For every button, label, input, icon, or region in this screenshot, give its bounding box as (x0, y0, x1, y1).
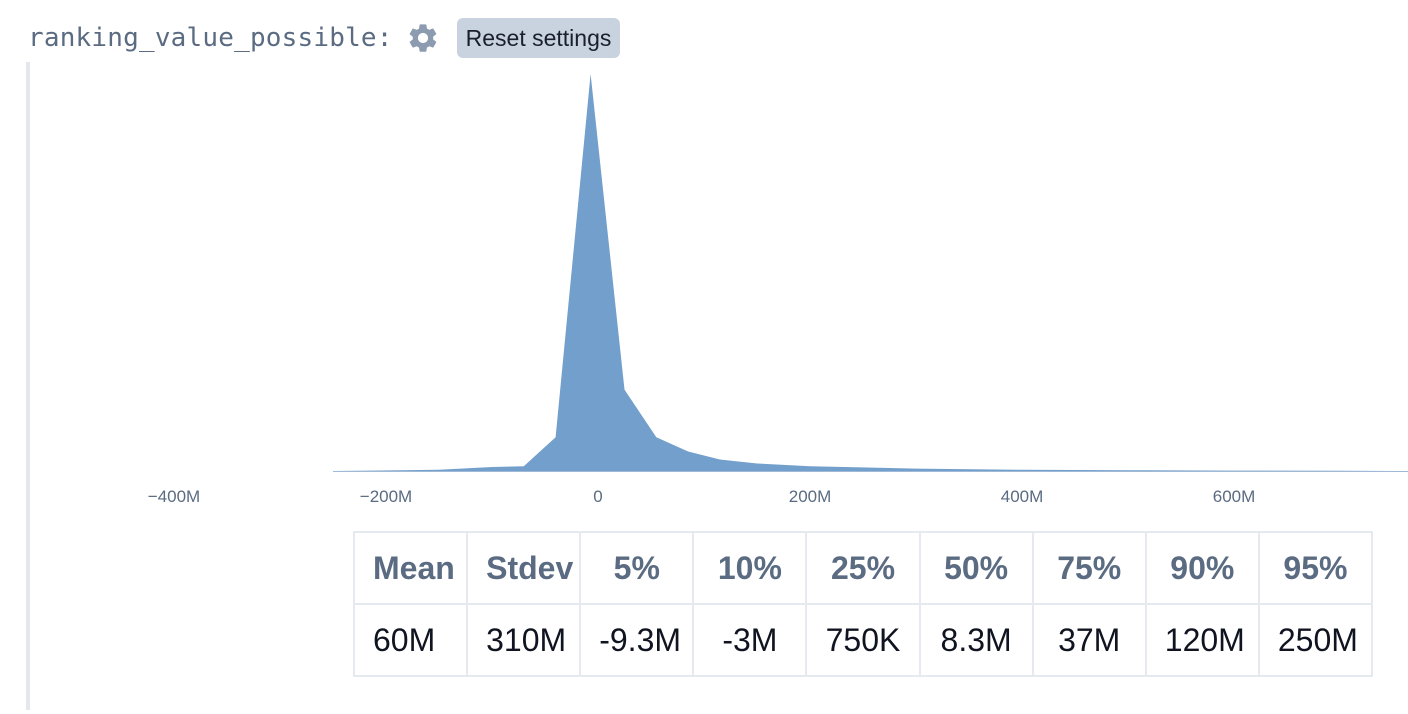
stats-header-p90: 90% (1144, 531, 1260, 605)
stats-value-p5: -9.3M (579, 603, 695, 677)
stats-header-p75: 75% (1031, 531, 1147, 605)
stats-header-mean: Mean (352, 531, 469, 605)
x-tick-label: 600M (1213, 487, 1256, 506)
stats-header-p95: 95% (1257, 531, 1374, 605)
x-axis-ticks: −400M −200M 0 200M 400M 600M (148, 487, 1255, 506)
x-tick-label: −400M (148, 487, 200, 506)
stats-value-p90: 120M (1144, 603, 1260, 677)
stats-value-p10: -3M (692, 603, 808, 677)
stats-value-stdev: 310M (466, 603, 582, 677)
stats-header-p50: 50% (918, 531, 1034, 605)
stats-value-p25: 750K (805, 603, 921, 677)
stats-header-row: Mean Stdev 5% 10% 25% 50% 75% 90% 95% (352, 531, 1374, 605)
x-tick-label: 0 (593, 487, 602, 506)
stats-value-p50: 8.3M (918, 603, 1034, 677)
stats-header-p10: 10% (692, 531, 808, 605)
x-tick-label: 200M (789, 487, 832, 506)
stats-value-mean: 60M (352, 603, 469, 677)
stats-value-p95: 250M (1257, 603, 1374, 677)
x-tick-label: 400M (1001, 487, 1044, 506)
header: ranking_value_possible: Reset settings (28, 18, 621, 58)
distribution-chart: −400M −200M 0 200M 400M 600M (148, 74, 1408, 506)
x-tick-label: −200M (360, 487, 412, 506)
stats-header-stdev: Stdev (466, 531, 582, 605)
left-border (26, 62, 30, 710)
stats-value-p75: 37M (1031, 603, 1147, 677)
variable-name: ranking_value_possible: (28, 23, 393, 53)
reset-settings-button[interactable]: Reset settings (456, 18, 621, 58)
stats-header-p5: 5% (579, 531, 695, 605)
distribution-area (333, 74, 1393, 471)
stats-header-p25: 25% (805, 531, 921, 605)
gear-icon[interactable] (405, 20, 441, 56)
stats-table: Mean Stdev 5% 10% 25% 50% 75% 90% 95% 60… (352, 531, 1374, 677)
stats-value-row: 60M 310M -9.3M -3M 750K 8.3M 37M 120M 25… (352, 603, 1374, 677)
